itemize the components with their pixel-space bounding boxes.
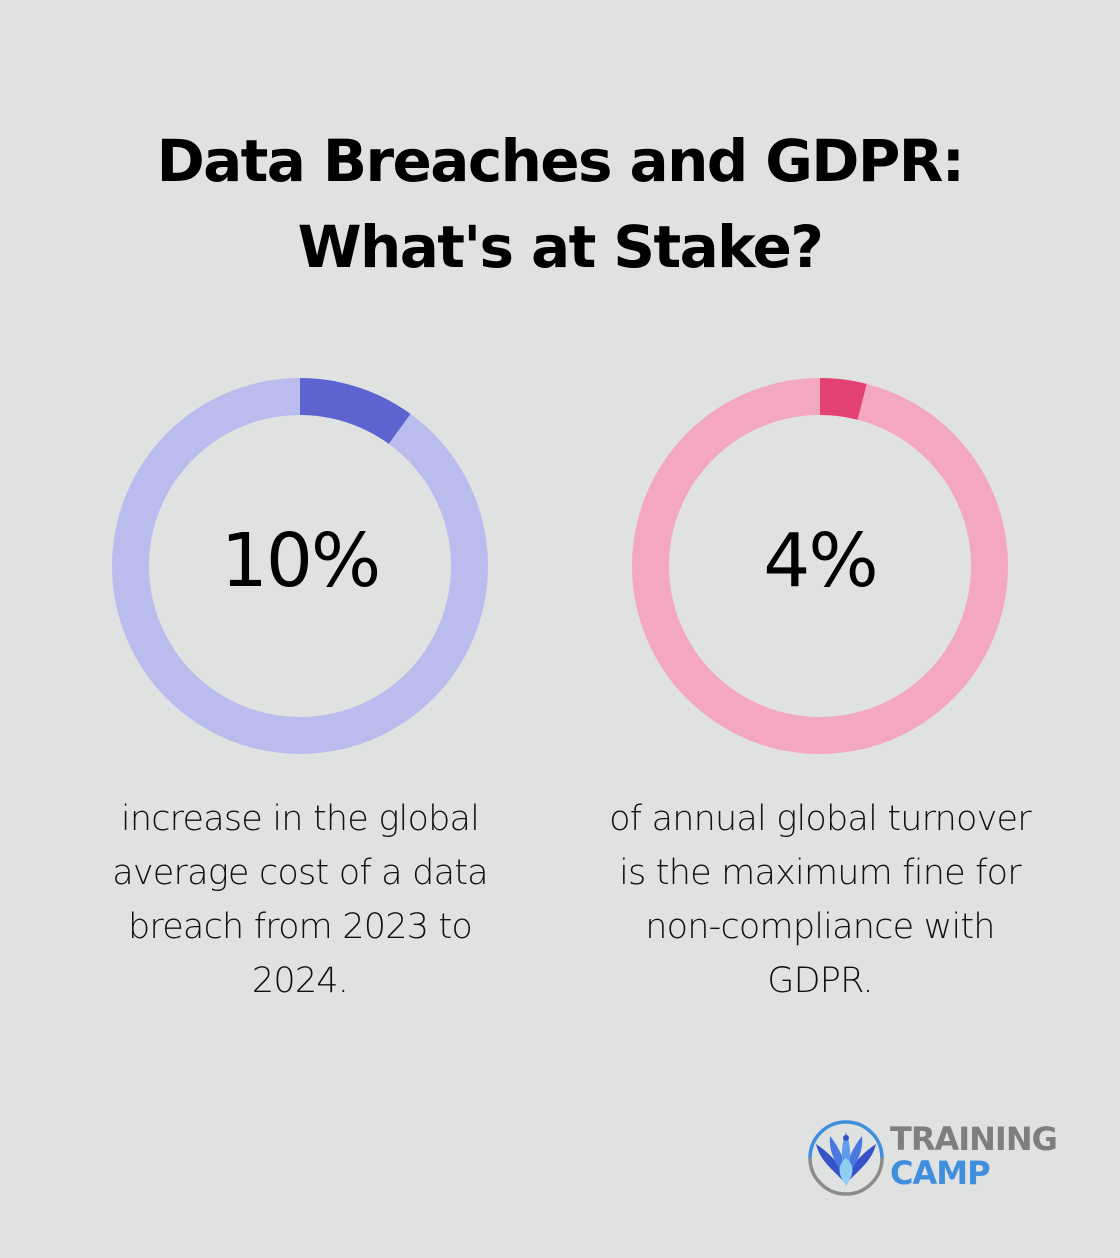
caption-line: 2024. — [251, 961, 349, 1001]
stat-value: 4% — [763, 518, 878, 604]
donut-chart — [632, 378, 1008, 754]
logo-line-1: TRAINING — [890, 1120, 1058, 1158]
title-line-1: Data Breaches and GDPR: — [156, 127, 965, 195]
lotus-circle-icon — [808, 1120, 884, 1196]
stat-caption: increase in the global average cost of a… — [60, 792, 540, 1008]
title-line-2: What's at Stake? — [297, 213, 824, 281]
donut-progress-arc — [632, 378, 1008, 754]
caption-line: breach from 2023 to — [127, 907, 473, 947]
logo-wordmark: TRAINING CAMP — [890, 1120, 1058, 1192]
caption-line: non-compliance with — [645, 907, 995, 947]
training-camp-logo: TRAINING CAMP — [806, 1118, 1066, 1198]
caption-line: GDPR. — [767, 961, 873, 1001]
donut-chart — [112, 378, 488, 754]
stat-caption: of annual global turnover is the maximum… — [570, 792, 1070, 1008]
stat-value: 10% — [220, 518, 381, 604]
stat-donut-gdpr-fine: 4% — [630, 376, 1010, 756]
page-title: Data Breaches and GDPR: What's at Stake? — [0, 118, 1120, 290]
caption-line: is the maximum fine for — [619, 853, 1022, 893]
stat-donut-cost-increase: 10% — [110, 376, 490, 756]
caption-line: of annual global turnover — [609, 799, 1032, 839]
caption-line: average cost of a data — [112, 853, 488, 893]
logo-line-2: CAMP — [890, 1154, 991, 1192]
caption-line: increase in the global — [120, 799, 480, 839]
donut-progress-arc — [112, 378, 488, 754]
